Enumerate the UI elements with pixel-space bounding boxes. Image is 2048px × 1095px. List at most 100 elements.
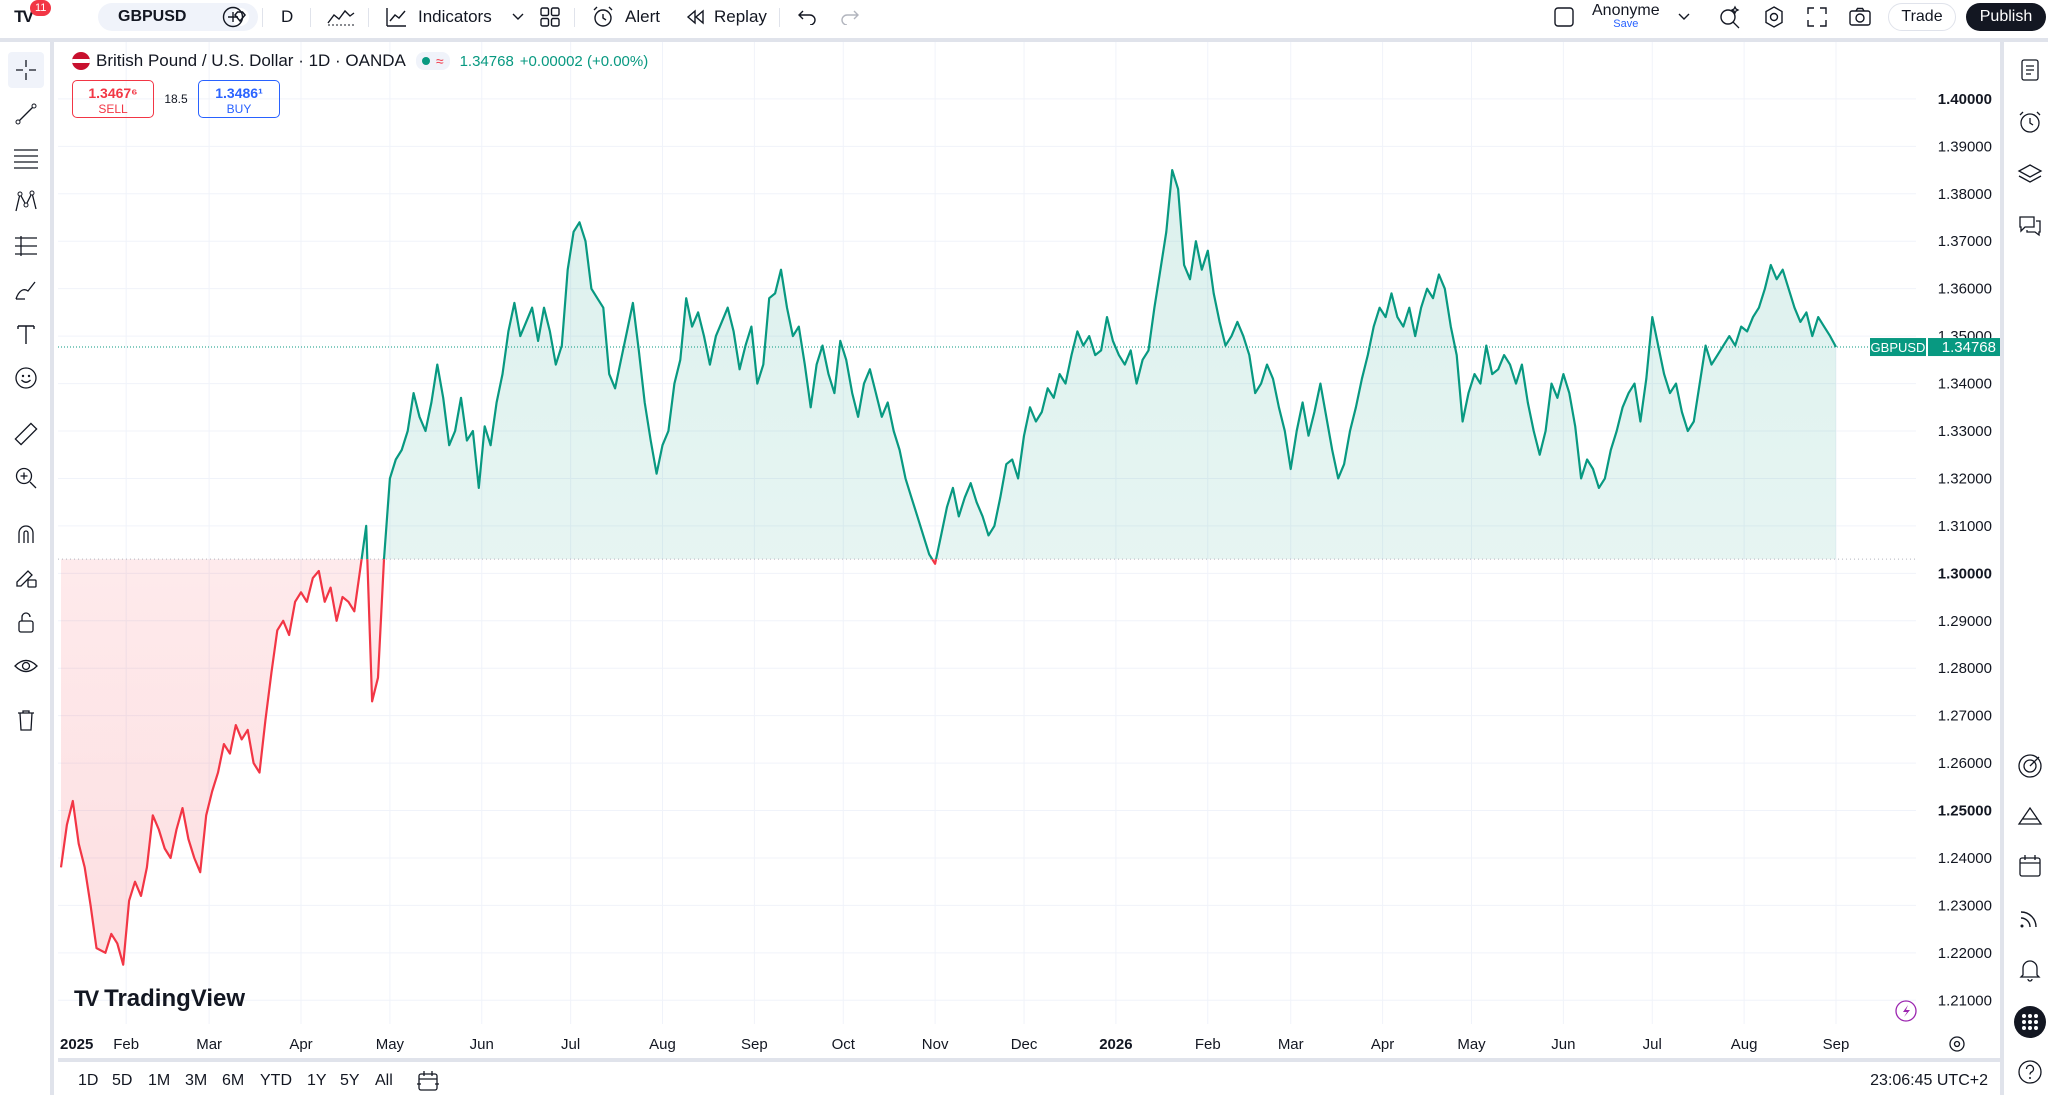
- range-3m[interactable]: 3M: [185, 1072, 208, 1089]
- lock-tool[interactable]: [8, 604, 44, 640]
- interval-button[interactable]: D: [281, 0, 293, 34]
- pattern-tool[interactable]: [8, 184, 44, 220]
- market-status[interactable]: ≈: [415, 52, 450, 70]
- y-axis-tick-label: 1.38000: [1938, 186, 1992, 203]
- hotlists-button[interactable]: [2012, 748, 2048, 784]
- range-6m[interactable]: 6M: [222, 1072, 245, 1089]
- timezone-clock[interactable]: 23:06:45 UTC+2: [1870, 1072, 1988, 1089]
- notifications-button[interactable]: [2012, 952, 2048, 988]
- buy-price: 1.3486¹: [215, 85, 263, 101]
- magnet-icon: [18, 525, 34, 543]
- square-icon: [1554, 7, 1574, 27]
- snapshot-button[interactable]: [1848, 0, 1872, 34]
- trend-line-tool[interactable]: [8, 96, 44, 132]
- rss-icon: [2020, 911, 2037, 928]
- emoji-tool[interactable]: [8, 360, 44, 396]
- notification-badge: 11: [30, 0, 52, 16]
- fib-tool[interactable]: [8, 140, 44, 176]
- goto-date-button[interactable]: [416, 1070, 440, 1095]
- layout-menu-button[interactable]: [1678, 0, 1690, 34]
- lightning-icon: [1895, 1000, 1917, 1022]
- layout-checkbox[interactable]: [1553, 0, 1575, 34]
- bottom-toolbar: 1D 5D 1M 3M 6M YTD 1Y 5Y All 23:06:45 UT…: [58, 1058, 2000, 1095]
- brush-tool[interactable]: [8, 272, 44, 308]
- x-axis-tick-label: Apr: [1371, 1036, 1394, 1053]
- buy-button[interactable]: 1.3486¹ BUY: [198, 80, 280, 118]
- tradingview-watermark[interactable]: TV TradingView: [74, 984, 245, 1014]
- compare-button[interactable]: [222, 0, 244, 34]
- chart-type-button[interactable]: [326, 0, 356, 34]
- alert-label: Alert: [625, 7, 660, 26]
- range-ytd[interactable]: YTD: [260, 1072, 292, 1089]
- news-button[interactable]: [2012, 900, 2048, 936]
- layouts-button[interactable]: [539, 0, 561, 34]
- quick-search-button[interactable]: [1718, 0, 1742, 34]
- y-axis-tick-label: 1.37000: [1938, 233, 1992, 250]
- products-button[interactable]: [2012, 1004, 2048, 1040]
- x-axis-tick-label: Aug: [1731, 1036, 1758, 1053]
- range-1y[interactable]: 1Y: [307, 1072, 327, 1089]
- x-axis-tick-label: Jul: [561, 1036, 580, 1053]
- range-5y[interactable]: 5Y: [340, 1072, 360, 1089]
- chart-pane[interactable]: 1.40000 1.39000 1.38000 1.37000 1.36000 1.350…: [58, 42, 2000, 1058]
- crosshair-tool[interactable]: [8, 52, 44, 88]
- brush-icon: [15, 281, 36, 300]
- x-axis-tick-label: Oct: [832, 1036, 856, 1053]
- legend-last-value: 1.34768: [459, 52, 514, 70]
- x-axis-tick-label: Sep: [1823, 1036, 1850, 1053]
- y-axis-tick-label: 1.32000: [1938, 470, 1992, 487]
- calendar-button[interactable]: [2012, 848, 2048, 884]
- text-tool[interactable]: [8, 316, 44, 352]
- range-5d[interactable]: 5D: [112, 1072, 133, 1089]
- fullscreen-button[interactable]: [1806, 0, 1828, 34]
- currency-flag-icon: [72, 52, 90, 70]
- publish-button[interactable]: Publish: [1966, 3, 2046, 31]
- x-axis-tick-label: Apr: [289, 1036, 312, 1053]
- sell-button[interactable]: 1.3467⁶ SELL: [72, 80, 154, 118]
- trade-button[interactable]: Trade: [1888, 3, 1956, 31]
- x-axis-tick-label: Feb: [1195, 1036, 1221, 1053]
- x-axis-tick-label: Dec: [1011, 1036, 1038, 1053]
- chat-bubbles-icon: [2019, 216, 2041, 237]
- help-button[interactable]: [2012, 1054, 2048, 1090]
- ideas-button[interactable]: [2012, 798, 2048, 834]
- layout-name-button[interactable]: Anonyme Save: [1592, 2, 1660, 32]
- range-1d[interactable]: 1D: [78, 1072, 99, 1089]
- diamond-icon[interactable]: [230, 7, 250, 27]
- settings-button[interactable]: [1762, 0, 1786, 34]
- trash-icon: [18, 710, 34, 731]
- range-1m[interactable]: 1M: [148, 1072, 171, 1089]
- redo-button[interactable]: [840, 0, 860, 34]
- alert-button[interactable]: Alert: [591, 0, 660, 34]
- alerts-button[interactable]: [2012, 104, 2048, 140]
- remove-drawings-tool[interactable]: [8, 702, 44, 738]
- measure-tool[interactable]: [8, 416, 44, 452]
- price-chart[interactable]: 1.400001.390001.380001.370001.360001.350…: [58, 42, 2000, 1058]
- magnet-tool[interactable]: [8, 516, 44, 552]
- range-all[interactable]: All: [375, 1072, 393, 1089]
- zoom-in-icon: [15, 467, 37, 489]
- tradingview-menu-button[interactable]: TV 11: [0, 0, 52, 34]
- zoom-tool[interactable]: [8, 460, 44, 496]
- crosshair-icon: [16, 60, 36, 80]
- divider: [310, 8, 311, 27]
- market-open-icon: [421, 57, 430, 65]
- y-axis-tick-label: 1.27000: [1938, 708, 1992, 725]
- object-tree-button[interactable]: [2012, 156, 2048, 192]
- divider: [574, 8, 575, 27]
- visibility-tool[interactable]: [8, 648, 44, 684]
- forecast-tool[interactable]: [8, 228, 44, 264]
- indicators-label: Indicators: [418, 7, 492, 26]
- chats-button[interactable]: [2012, 208, 2048, 244]
- y-axis-tick-label: 1.23000: [1938, 897, 1992, 914]
- watchlist-button[interactable]: [2012, 52, 2048, 88]
- x-axis-tick-label: Sep: [741, 1036, 768, 1053]
- drawing-mode-tool[interactable]: [8, 560, 44, 596]
- apps-grid-icon: [2014, 1006, 2046, 1038]
- y-axis-tick-label: 1.26000: [1938, 755, 1992, 772]
- legend-title[interactable]: British Pound / U.S. Dollar · 1D · OANDA: [96, 51, 406, 70]
- undo-button[interactable]: [797, 0, 817, 34]
- replay-label: Replay: [714, 7, 767, 26]
- indicators-button[interactable]: Indicators: [384, 0, 524, 34]
- replay-button[interactable]: Replay: [684, 0, 767, 34]
